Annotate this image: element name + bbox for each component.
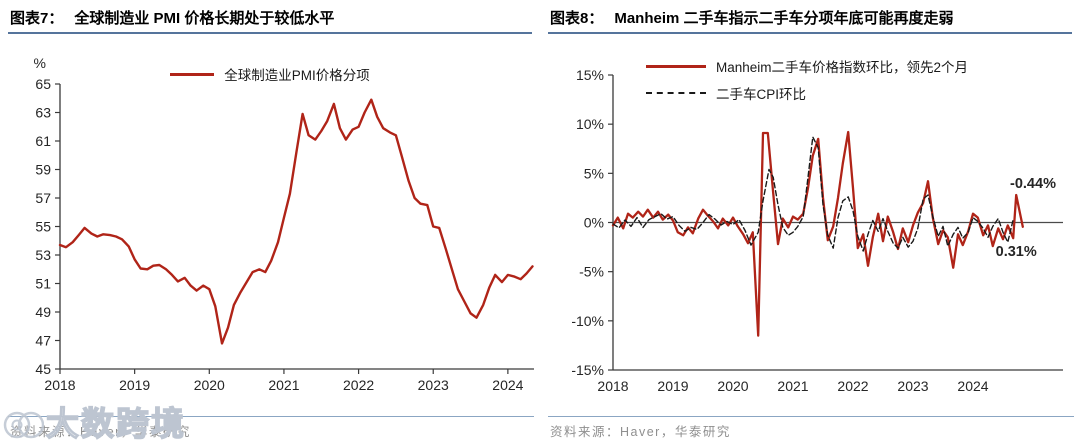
manheim-used-car-chart: -15% -10% -5% 0% 5% 10% 15% 2018 2019 2020 2021 202… — [571, 67, 1063, 394]
svg-text:2018: 2018 — [44, 377, 75, 393]
legend-dash-swatch — [646, 92, 706, 94]
svg-text:2021: 2021 — [777, 378, 808, 394]
legend-item-cpi: 二手车CPI环比 — [646, 83, 806, 103]
panel-pmi: 图表7： 全球制造业 PMI 价格长期处于较低水平 全球制造业PMI价格分项 45… — [0, 0, 540, 445]
svg-text:61: 61 — [35, 133, 51, 149]
figure-label: 图表7： — [10, 10, 64, 27]
svg-text:15%: 15% — [576, 67, 604, 83]
page-title: 图表8： Manheim 二手车指示二手车分项年底可能再度走弱 — [540, 0, 1080, 28]
svg-text:57: 57 — [35, 190, 51, 206]
panel-manheim: 图表8： Manheim 二手车指示二手车分项年底可能再度走弱 Manheim二手… — [540, 0, 1080, 448]
svg-text:51: 51 — [35, 276, 51, 292]
svg-text:%: % — [34, 55, 46, 71]
svg-text:2020: 2020 — [194, 377, 225, 393]
title-divider — [548, 32, 1072, 34]
svg-text:2018: 2018 — [597, 378, 628, 394]
legend-line-swatch — [646, 64, 706, 68]
svg-text:55: 55 — [35, 219, 51, 235]
watermark-logo-icon — [3, 411, 44, 439]
svg-text:10%: 10% — [576, 116, 604, 132]
svg-text:2019: 2019 — [657, 378, 688, 394]
svg-text:0.31%: 0.31% — [996, 244, 1037, 260]
source-divider — [8, 416, 534, 417]
svg-text:5%: 5% — [584, 165, 604, 181]
svg-text:0%: 0% — [584, 215, 604, 231]
svg-text:-0.44%: -0.44% — [1010, 176, 1056, 192]
svg-text:2024: 2024 — [957, 378, 988, 394]
svg-text:2024: 2024 — [492, 377, 523, 393]
svg-text:47: 47 — [35, 333, 51, 349]
figure-label: 图表8： — [550, 10, 604, 27]
source-text: 资料来源：Haver，华泰研究 — [10, 425, 191, 439]
panel-title-text: 全球制造业 PMI 价格长期处于较低水平 — [74, 10, 335, 27]
svg-text:53: 53 — [35, 247, 51, 263]
pmi-price-line-chart: 45 47 49 51 53 55 57 59 61 63 65 2018 2019 2020 2021 20… — [34, 55, 534, 393]
svg-text:2023: 2023 — [897, 378, 928, 394]
watermark-text: 大数跨境 — [45, 405, 186, 443]
svg-text:-15%: -15% — [571, 362, 604, 378]
watermark: 大数跨境 — [2, 403, 186, 445]
svg-text:2021: 2021 — [268, 377, 299, 393]
legend-line-swatch — [170, 72, 215, 76]
page-title: 图表7： 全球制造业 PMI 价格长期处于较低水平 — [0, 0, 540, 28]
svg-text:2022: 2022 — [837, 378, 868, 394]
source-divider — [548, 416, 1074, 417]
legend-item-manheim: Manheim二手车价格指数环比，领先2个月 — [646, 56, 968, 76]
legend-label: 二手车CPI环比 — [716, 87, 807, 102]
legend-pmi: 全球制造业PMI价格分项 — [0, 64, 540, 84]
legend-manheim: Manheim二手车价格指数环比，领先2个月 二手车CPI环比 — [646, 56, 968, 110]
svg-text:49: 49 — [35, 304, 51, 320]
svg-text:63: 63 — [35, 105, 51, 121]
legend-label: 全球制造业PMI价格分项 — [224, 68, 370, 83]
svg-text:2023: 2023 — [418, 377, 449, 393]
svg-text:65: 65 — [35, 76, 51, 92]
svg-text:2020: 2020 — [717, 378, 748, 394]
svg-text:45: 45 — [35, 361, 51, 377]
panel-title-text: Manheim 二手车指示二手车分项年底可能再度走弱 — [614, 10, 954, 27]
legend-label: Manheim二手车价格指数环比，领先2个月 — [716, 60, 969, 75]
svg-text:-5%: -5% — [579, 264, 604, 280]
svg-text:59: 59 — [35, 162, 51, 178]
svg-text:2022: 2022 — [343, 377, 374, 393]
svg-text:2019: 2019 — [119, 377, 150, 393]
source-text: 资料来源：Haver，华泰研究 — [550, 425, 731, 439]
svg-text:-10%: -10% — [571, 313, 604, 329]
title-divider — [8, 32, 532, 34]
